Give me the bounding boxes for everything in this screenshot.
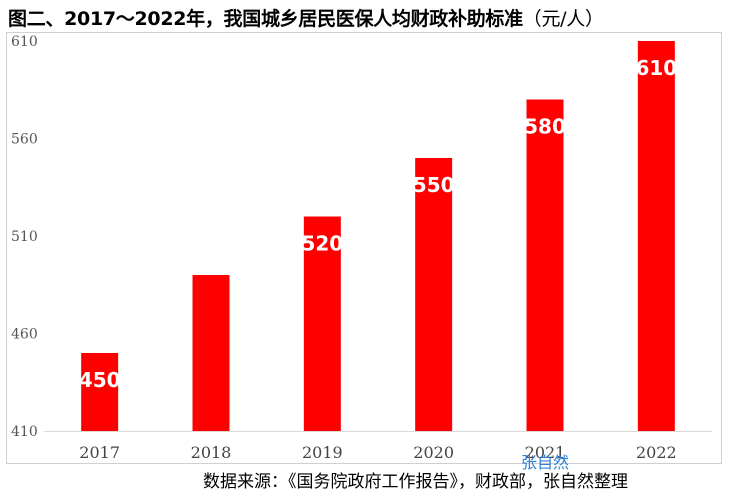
bar-2021 <box>526 99 564 431</box>
x-tick-label: 2020 <box>413 443 454 462</box>
x-tick-label: 2021 <box>525 443 566 462</box>
data-labels: 450 520 550 580 610 <box>79 56 677 392</box>
x-tick-label: 2019 <box>302 443 343 462</box>
watermark: 张自然 <box>521 453 570 472</box>
bars <box>81 41 675 431</box>
data-label-2021: 580 <box>524 115 566 139</box>
data-label-2019: 520 <box>301 232 343 256</box>
x-tick-label: 2018 <box>191 443 232 462</box>
y-tick-label: 510 <box>11 229 38 245</box>
x-tick-label: 2017 <box>79 443 120 462</box>
chart-title-main: 图二、2017～2022年，我国城乡居民医保人均财政补助标准 <box>8 8 523 30</box>
bar-2020 <box>415 158 453 431</box>
bar-2018 <box>192 275 230 431</box>
data-label-2017: 450 <box>79 368 121 392</box>
y-tick-label: 460 <box>11 327 38 343</box>
x-tick-label: 2022 <box>636 443 677 462</box>
source-note: 数据来源：《国务院政府工作报告》，财政部，张自然整理 <box>203 472 628 492</box>
data-label-2020: 550 <box>413 173 455 197</box>
y-tick-label: 610 <box>11 34 38 50</box>
x-axis: 2017 2018 2019 2020 2021 2022 <box>79 443 676 462</box>
bar-2022 <box>637 41 675 431</box>
y-tick-label: 410 <box>11 424 38 440</box>
chart-frame <box>6 32 722 464</box>
chart-title-unit: （元/人） <box>522 8 604 30</box>
chart-title: 图二、2017～2022年，我国城乡居民医保人均财政补助标准（元/人） <box>8 4 604 31</box>
bar-2019 <box>303 216 341 431</box>
y-tick-label: 560 <box>11 132 38 148</box>
y-axis: 410 460 510 560 610 <box>11 34 38 440</box>
bar-2017 <box>81 353 119 431</box>
data-label-2022: 610 <box>635 56 677 80</box>
